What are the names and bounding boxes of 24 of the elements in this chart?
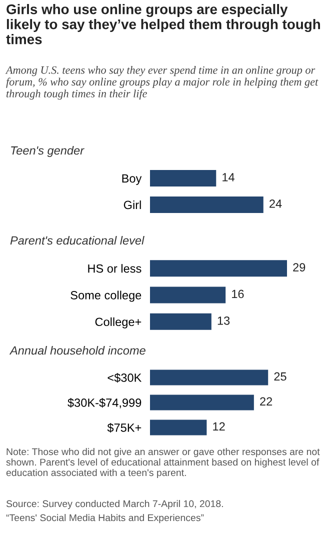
y-axis-title: Annual household income: [9, 346, 146, 355]
y-tick-label: College+: [95, 317, 142, 328]
y-tick-label: $30K-$74,999: [68, 398, 142, 408]
data-label: 12: [213, 422, 225, 431]
y-tick-label: Girl: [124, 200, 141, 210]
data-label: 16: [232, 290, 244, 298]
text: Note: Those who did not give an answer or gave other responses are not shown. Parent's level of educational attainment based on highest level of education associated with a teen's parent.: [6, 448, 320, 478]
data-label: 25: [274, 372, 286, 381]
chart-title: Girls who use online groups are especially likely to say they’ve helped them through tough times: [6, 4, 320, 44]
y-axis-title: Teen's gender: [11, 146, 84, 157]
text: “Teens' Social Media Habits and Experiences”: [6, 514, 204, 524]
data-label: 29: [293, 263, 306, 272]
data-label: 22: [260, 397, 272, 406]
data-label: 14: [222, 173, 234, 182]
source-note: Source: Survey conducted March 7-April 10, 2018.: [6, 500, 223, 510]
y-tick-label: <$30K: [108, 373, 142, 383]
y-tick-label: Boy: [122, 174, 142, 185]
data-label: 24: [270, 200, 282, 208]
y-tick-label: Some college: [70, 290, 142, 302]
data-label: 13: [218, 316, 230, 325]
y-tick-label: $75K+: [107, 423, 142, 433]
y-tick-label: HS or less: [88, 264, 142, 273]
y-axis-title: Parent's educational level: [10, 236, 144, 245]
chart-subtitle: Among U.S. teens who say they ever spend time in an online group or forum, % who say online groups play a major role in helping them get through tough times in their life: [5, 66, 318, 100]
